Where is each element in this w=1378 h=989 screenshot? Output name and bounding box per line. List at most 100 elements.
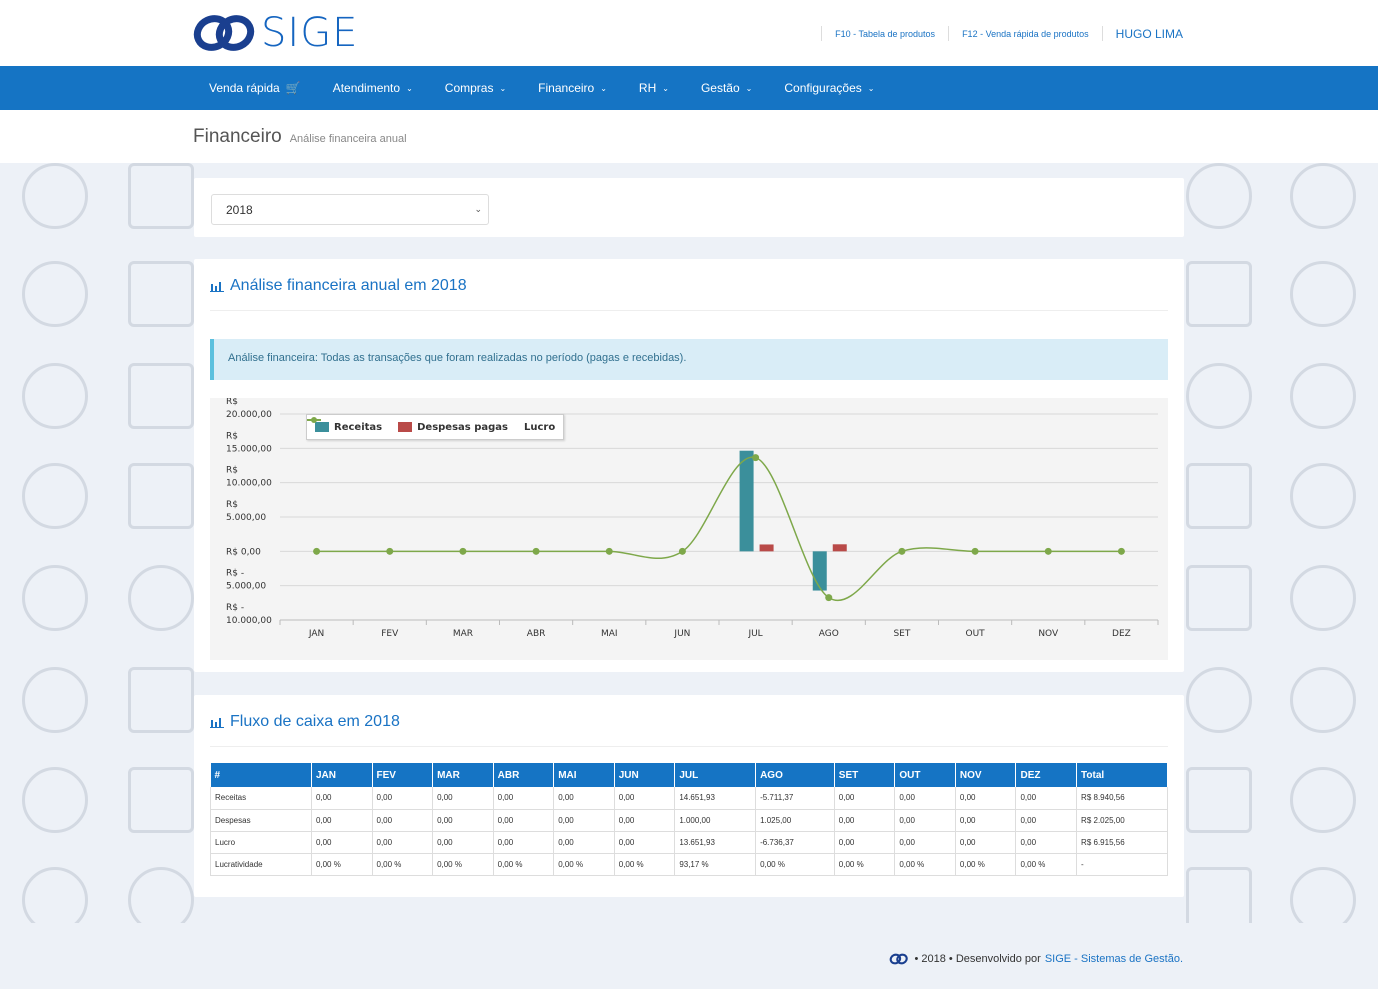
table-cell: 0,00 bbox=[493, 831, 555, 854]
x-tick-label: OUT bbox=[965, 629, 985, 639]
table-header-cell: SET bbox=[834, 763, 896, 787]
point-lucro bbox=[1044, 547, 1052, 555]
legend-lucro[interactable]: Lucro bbox=[307, 417, 556, 433]
logo[interactable]: SIGE bbox=[193, 13, 358, 53]
chevron-down-icon: ⌄ bbox=[499, 83, 507, 93]
user-menu[interactable]: HUGO LIMA bbox=[1115, 26, 1183, 41]
point-lucro bbox=[898, 547, 906, 555]
nav-label: Atendimento bbox=[332, 81, 401, 95]
table-cell: 0,00 bbox=[894, 831, 956, 854]
table-header-cell: FEV bbox=[372, 763, 434, 787]
divider bbox=[210, 746, 1168, 747]
x-tick-label: MAR bbox=[453, 629, 473, 639]
y-tick-label: 15.000,00 bbox=[226, 444, 272, 454]
x-tick-label: JUN bbox=[673, 629, 690, 639]
point-lucro bbox=[313, 547, 321, 555]
info-alert: Análise financeira: Todas as transações … bbox=[210, 339, 1168, 380]
legend-label: Lucro bbox=[523, 421, 556, 433]
point-lucro bbox=[386, 547, 394, 555]
sige-logo-icon bbox=[890, 953, 909, 965]
nav-gestao[interactable]: Gestão ⌄ bbox=[685, 81, 768, 95]
table-cell: 0,00 % bbox=[311, 853, 373, 876]
nav-label: Venda rápida bbox=[209, 81, 280, 95]
table-cell: Lucro bbox=[210, 831, 312, 854]
table-cell: 13.651,93 bbox=[674, 831, 757, 854]
table-cell: 0,00 % bbox=[553, 853, 615, 876]
nav-label: Gestão bbox=[700, 81, 740, 95]
page-title: Financeiro Análise financeira anual bbox=[193, 126, 407, 148]
people-icon bbox=[1186, 261, 1252, 327]
arrow-circle-icon bbox=[1186, 363, 1252, 429]
nav-rh[interactable]: RH ⌄ bbox=[623, 81, 685, 95]
table-row: Receitas 0,00 0,00 0,00 0,00 0,00 0,00 14.651,9… bbox=[210, 787, 1168, 810]
year-select-value: 2018 bbox=[226, 203, 253, 217]
year-select[interactable]: 2018 ⌄ bbox=[211, 194, 489, 225]
handshake-icon bbox=[128, 767, 194, 833]
bar-despesas bbox=[832, 544, 847, 552]
nav-atendimento[interactable]: Atendimento ⌄ bbox=[317, 81, 429, 95]
page-header: Financeiro Análise financeira anual bbox=[0, 110, 1378, 163]
table-cell: 0,00 bbox=[372, 831, 434, 854]
table-cell: 93,17 % bbox=[674, 853, 757, 876]
legend-swatch bbox=[315, 422, 329, 432]
arrow-circle-icon bbox=[1186, 667, 1252, 733]
x-tick-label: MAI bbox=[601, 629, 618, 639]
nav-configuracoes[interactable]: Configurações ⌄ bbox=[768, 81, 890, 95]
page-subtitle: Análise financeira anual bbox=[289, 133, 407, 145]
table-header-cell: ABR bbox=[493, 763, 555, 787]
arrow-circle-icon bbox=[1186, 163, 1252, 229]
footer-text: • 2018 • Desenvolvido por bbox=[914, 953, 1041, 965]
y-tick-label: 5.000,00 bbox=[226, 513, 266, 523]
chevron-down-icon: ⌄ bbox=[600, 83, 607, 93]
table-header-cell: JUN bbox=[614, 763, 676, 787]
people-icon bbox=[1290, 867, 1356, 923]
table-header-cell: MAI bbox=[553, 763, 615, 787]
legend-receitas[interactable]: Receitas bbox=[315, 422, 382, 433]
table-cell: 0,00 % bbox=[432, 853, 494, 876]
gear-icon bbox=[128, 867, 194, 923]
legend-despesas[interactable]: Despesas pagas bbox=[398, 422, 508, 433]
financial-chart: R$ 20.000,00 R$ 15.000,00 R$ 10.000,00 R$ 5.000… bbox=[210, 398, 1168, 660]
bar-despesas bbox=[759, 544, 774, 552]
f10-link[interactable]: F10 - Tabela de produtos bbox=[835, 28, 936, 39]
table-cell: R$ 2.025,00 bbox=[1076, 809, 1168, 832]
table-cell: 0,00 bbox=[955, 787, 1017, 810]
cashflow-title-text: Fluxo de caixa em 2018 bbox=[230, 713, 400, 730]
nav-compras[interactable]: Compras ⌄ bbox=[429, 81, 522, 95]
table-cell: 0,00 bbox=[432, 831, 494, 854]
globe-icon bbox=[1290, 261, 1356, 327]
table-cell: 0,00 bbox=[955, 831, 1017, 854]
table-cell: 0,00 bbox=[311, 787, 373, 810]
nav-financeiro[interactable]: Financeiro ⌄ bbox=[522, 81, 623, 95]
table-cell: R$ 8.940,56 bbox=[1076, 787, 1168, 810]
x-tick-label: JAN bbox=[308, 629, 324, 639]
y-tick-label: R$ bbox=[226, 398, 238, 407]
nav-label: Compras bbox=[444, 81, 494, 95]
gear-icon bbox=[22, 163, 88, 229]
header: SIGE F10 - Tabela de produtos F12 - Vend… bbox=[0, 0, 1378, 66]
people-icon bbox=[1186, 767, 1252, 833]
point-lucro bbox=[971, 547, 979, 555]
table-header-cell: AGO bbox=[755, 763, 835, 787]
point-lucro bbox=[825, 594, 833, 602]
table-cell: 0,00 bbox=[493, 787, 555, 810]
table-cell: 0,00 bbox=[614, 787, 676, 810]
nav-label: RH bbox=[638, 81, 657, 95]
table-header-row: # JAN FEV MAR ABR MAI JUN JUL AGO SET OUT NOV DEZ Tot… bbox=[210, 763, 1168, 787]
table-cell: 0,00 bbox=[614, 831, 676, 854]
bar-receitas bbox=[812, 551, 827, 591]
nav-venda-rapida[interactable]: Venda rápida 🛒 bbox=[193, 81, 317, 95]
footer-link[interactable]: SIGE - Sistemas de Gestão. bbox=[1044, 953, 1183, 965]
table-cell: 0,00 bbox=[1015, 809, 1078, 832]
table-cell: 0,00 bbox=[614, 809, 676, 832]
page-title-text: Financeiro bbox=[193, 126, 282, 147]
building-icon bbox=[1186, 867, 1252, 923]
table-cell: 0,00 bbox=[372, 809, 434, 832]
people-icon bbox=[1290, 565, 1356, 631]
f12-link[interactable]: F12 - Venda rápida de produtos bbox=[962, 28, 1089, 39]
point-lucro bbox=[678, 547, 686, 555]
table-header-cell: JUL bbox=[674, 763, 757, 787]
divider bbox=[948, 26, 950, 41]
table-row: Lucro 0,00 0,00 0,00 0,00 0,00 0,00 13.651,93 -6… bbox=[210, 831, 1168, 854]
gear-icon bbox=[1290, 363, 1356, 429]
